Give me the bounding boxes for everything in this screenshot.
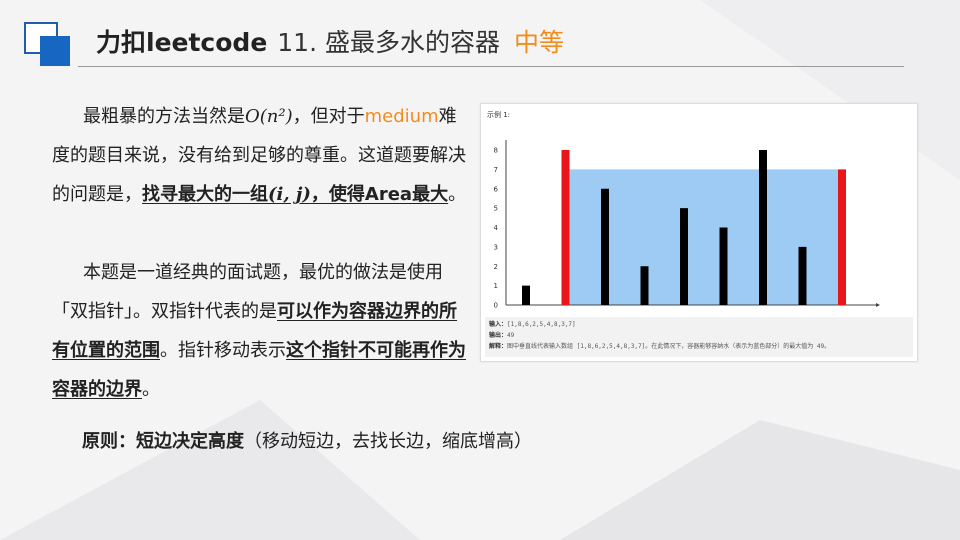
bar-0 <box>522 285 530 305</box>
bar-2 <box>601 188 609 305</box>
emphasis-range: 可以作为容器边界的所有位置的范围 <box>52 301 457 361</box>
y-tick-label: 4 <box>494 224 499 232</box>
bar-1 <box>561 150 570 305</box>
principle-detail: （移动短边，去找长边，缩底增高） <box>244 431 532 452</box>
y-tick-label: 7 <box>494 166 498 174</box>
title-problem: 11. 盛最多水的容器 <box>277 28 500 57</box>
bar-8 <box>838 169 846 305</box>
bar-7 <box>798 246 807 305</box>
emphasis-boundary: 这个指针不可能再作为容器的边界 <box>52 340 466 400</box>
logo-squares <box>24 22 72 68</box>
figure-caption: 示例 1: <box>487 111 511 119</box>
x-axis-arrow <box>876 303 880 307</box>
text: ，但对于 <box>292 106 365 127</box>
paragraph-brute-force: 最粗暴的方法当然是O(n²)，但对于medium难度的题目来说，没有给到足够的尊… <box>52 97 472 214</box>
y-tick-label: 2 <box>494 263 498 271</box>
medium-highlight: medium <box>364 106 439 127</box>
y-tick-label: 0 <box>494 302 498 310</box>
y-tick-label: 6 <box>494 185 499 193</box>
text: 。指针移动表示 <box>160 340 286 361</box>
text: 最粗暴的方法当然是 <box>83 106 245 127</box>
slide-title: 力扣leetcode 11. 盛最多水的容器 中等 <box>96 26 564 60</box>
example-figure: 示例 1: 0 1 2 3 4 5 6 7 8 输入：[1,8,6,2,5,4,8,3,7] 输… <box>480 103 918 362</box>
difficulty-badge: 中等 <box>514 28 565 57</box>
y-tick-label: 8 <box>494 147 498 155</box>
text: 难度的题目来说，没有给到足够的尊重。这道题要解决的问题是， <box>52 106 466 205</box>
output-line: 输出：49 <box>489 332 515 339</box>
paragraph-two-pointers: 本题是一道经典的面试题，最优的做法是使用「双指针」。双指针代表的是可以作为容器边… <box>52 253 472 409</box>
bar-6 <box>759 150 767 305</box>
text: 。 <box>448 184 467 205</box>
principle-line: 原则：短边决定高度（移动短边，去找长边，缩底增高） <box>82 426 532 458</box>
principle-label: 原则：短边决定高度 <box>82 431 244 452</box>
emphasis-goal: 找寻最大的一组(i, j)，使得Area最大 <box>142 184 449 205</box>
water-area <box>569 169 838 305</box>
bar-4 <box>680 208 688 305</box>
title-brand: 力扣leetcode <box>96 28 268 57</box>
container-chart: 0 1 2 3 4 5 6 7 8 <box>494 140 880 310</box>
text: 本题是一道经典的面试题，最优的做法是使用「双指针」。双指针代表的是 <box>52 262 443 322</box>
y-tick-label: 1 <box>494 282 498 290</box>
text: 。 <box>142 379 160 400</box>
example-io-box: 输入：[1,8,6,2,5,4,8,3,7] 输出：49 解释：图中垂直线代表输… <box>485 317 913 357</box>
complexity-formula: O(n²) <box>245 106 293 127</box>
input-line: 输入：[1,8,6,2,5,4,8,3,7] <box>489 321 576 328</box>
pair-formula: (i, j) <box>268 184 311 205</box>
bar-3 <box>640 266 649 305</box>
y-tick-label: 3 <box>494 243 498 251</box>
explain-line: 解释：图中垂直线代表输入数组 [1,8,6,2,5,4,8,3,7]。在此情况下… <box>489 343 831 350</box>
bar-5 <box>719 227 728 305</box>
y-tick-label: 5 <box>494 205 498 213</box>
title-divider <box>78 66 904 67</box>
